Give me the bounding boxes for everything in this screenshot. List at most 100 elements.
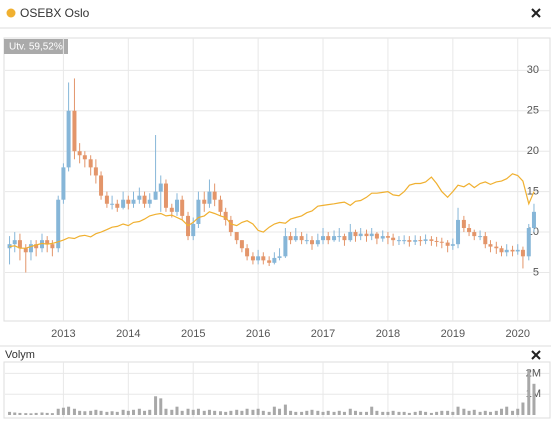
volume-bar — [278, 408, 282, 415]
volume-frame — [3, 361, 551, 419]
candle-body — [478, 236, 483, 238]
candle-body — [256, 256, 261, 261]
candle-body — [115, 203, 120, 208]
volume-bar — [99, 410, 103, 415]
volume-bar — [89, 410, 93, 415]
volume-bar — [488, 411, 492, 415]
candle-body — [369, 233, 374, 237]
close-button[interactable] — [531, 8, 541, 18]
volume-bar — [456, 406, 460, 415]
volume-bar — [261, 410, 265, 415]
candle-body — [23, 248, 28, 253]
candle-body — [332, 236, 337, 241]
volume-title: Volym — [5, 349, 35, 361]
volume-bar — [407, 412, 411, 415]
candle-body — [283, 236, 288, 257]
candle-body — [358, 233, 363, 237]
candle-body — [348, 232, 353, 241]
volume-bar — [310, 409, 314, 415]
volume-bar — [532, 383, 536, 415]
candle-body — [82, 155, 87, 160]
candle-body — [277, 256, 282, 258]
candle-body — [445, 242, 450, 246]
x-tick-label: 2020 — [505, 328, 529, 340]
candle-body — [461, 219, 466, 229]
volume-bar — [440, 410, 444, 415]
volume-bar — [8, 411, 12, 415]
volume-bar — [110, 411, 114, 415]
volume-bar — [224, 411, 228, 415]
volume-bar — [83, 411, 87, 415]
candle-body — [494, 246, 499, 249]
candle-body — [391, 237, 396, 241]
volume-bar — [365, 411, 369, 415]
volume-bar — [418, 410, 422, 415]
candle-body — [321, 236, 326, 241]
volume-bar — [321, 411, 325, 415]
candle-body — [137, 195, 142, 200]
candle-body — [520, 249, 525, 257]
candle-body — [418, 240, 423, 242]
volume-bar — [527, 369, 531, 415]
volume-bar — [207, 409, 211, 415]
candle-body — [212, 191, 217, 200]
y-tick-label: 25 — [527, 105, 539, 117]
volume-bar — [511, 410, 515, 415]
close-button[interactable] — [531, 350, 541, 360]
candle-body — [66, 110, 71, 168]
x-tick-label: 2013 — [51, 328, 75, 340]
volume-bar — [45, 412, 49, 415]
candle-body — [515, 249, 520, 252]
candle-body — [385, 236, 390, 238]
candle-body — [374, 233, 379, 239]
candle-body — [218, 199, 223, 212]
volume-bar — [267, 411, 271, 415]
y-tick-label: 20 — [527, 145, 539, 157]
volume-bar — [451, 411, 455, 415]
candle-body — [402, 240, 407, 242]
volume-bar — [289, 410, 293, 415]
volume-bar — [391, 410, 395, 415]
close-icon[interactable] — [531, 350, 541, 360]
candle-body — [93, 167, 98, 176]
candle-body — [50, 244, 55, 249]
candle-body — [77, 151, 82, 156]
candle-body — [121, 199, 126, 208]
volume-bar — [424, 411, 428, 415]
volume-bar — [462, 408, 466, 415]
volume-bar — [56, 408, 60, 415]
volume-bar — [413, 411, 417, 415]
annotation-box — [4, 39, 68, 54]
candle-body — [510, 249, 515, 252]
volume-bar — [180, 410, 184, 415]
volume-bar — [24, 413, 28, 415]
close-icon[interactable] — [531, 8, 541, 18]
volume-bar — [359, 411, 363, 415]
volume-bar — [175, 406, 179, 415]
volume-bar — [148, 409, 152, 415]
candle-body — [531, 211, 536, 229]
x-tick-label: 2014 — [116, 328, 140, 340]
candle-body — [434, 240, 439, 242]
candle-body — [337, 236, 342, 238]
candle-body — [202, 199, 207, 204]
candle-body — [504, 249, 509, 253]
candle-body — [380, 236, 385, 239]
candle-body — [250, 256, 255, 261]
candle-body — [342, 236, 347, 241]
candle-body — [17, 240, 22, 249]
candle-body — [142, 195, 147, 204]
volume-bar — [143, 410, 147, 415]
volume-bar — [18, 412, 22, 415]
volume-bar — [386, 411, 390, 415]
volume-bar — [283, 404, 287, 415]
candle-body — [56, 199, 61, 249]
volume-bar — [435, 411, 439, 415]
candle-body — [353, 232, 358, 237]
volume-bar — [521, 402, 525, 415]
candle-body — [472, 232, 477, 237]
legend-dot — [6, 8, 16, 18]
candle-body — [153, 191, 158, 200]
volume-bar — [29, 413, 33, 415]
candle-body — [413, 240, 418, 242]
